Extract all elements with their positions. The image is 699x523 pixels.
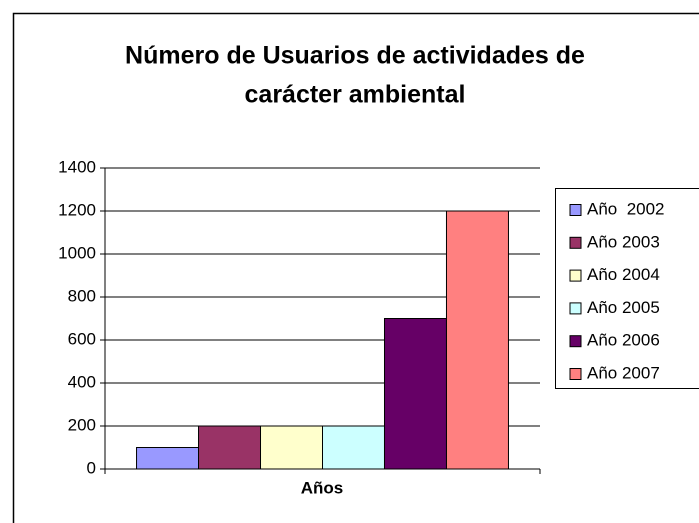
y-tick-label: 400 [68,372,96,391]
legend-swatch [569,302,582,315]
y-tick-label: 600 [68,329,96,348]
legend-swatch [569,269,582,282]
bar [198,425,262,470]
bar [383,318,447,470]
legend-swatch [569,368,582,380]
legend-swatch [569,335,582,348]
legend-label: Año 2002 [587,199,665,218]
legend-label: Año 2006 [587,331,660,350]
chart-title: carácter ambiental [245,81,466,109]
legend-swatch [569,236,582,249]
x-axis-label: Años [301,478,344,497]
legend-swatch [569,204,582,216]
bar [260,425,324,470]
y-tick-label: 200 [68,415,96,434]
legend-box [555,188,699,389]
y-tick-label: 1000 [58,243,96,262]
y-tick-label: 1400 [58,157,96,176]
legend-label: Año 2004 [587,265,660,284]
bar [322,425,385,470]
y-tick-label: 800 [68,286,96,305]
chart-title: Número de Usuarios de actividades de [125,42,585,70]
legend-label: Año 2003 [587,232,660,251]
bar [136,447,200,470]
bar [445,210,509,470]
y-tick-label: 0 [87,458,96,477]
y-tick-label: 1200 [58,200,96,219]
legend-label: Año 2007 [587,363,660,382]
legend-label: Año 2005 [587,298,660,317]
